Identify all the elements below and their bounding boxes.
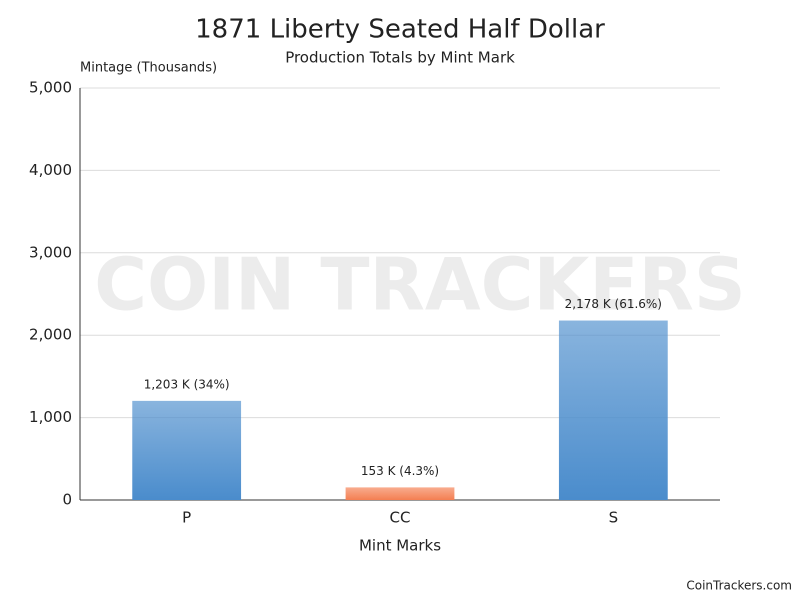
y-tick-label: 2,000	[29, 326, 72, 344]
chart-subtitle: Production Totals by Mint Mark	[285, 49, 515, 67]
y-tick-label: 3,000	[29, 243, 72, 261]
chart-title: 1871 Liberty Seated Half Dollar	[195, 15, 605, 45]
y-axis-label: Mintage (Thousands)	[80, 61, 217, 76]
x-tick-label: S	[609, 509, 619, 527]
credit: CoinTrackers.com	[686, 579, 792, 593]
y-tick-label: 1,000	[29, 408, 72, 426]
x-tick-label: CC	[390, 509, 411, 527]
y-tick-label: 0	[62, 491, 72, 509]
watermark: COIN TRACKERS	[94, 243, 746, 327]
bar	[345, 487, 455, 500]
x-axis-label: Mint Marks	[359, 537, 441, 555]
bar	[132, 400, 242, 500]
y-tick-label: 5,000	[29, 79, 72, 97]
data-label: 153 K (4.3%)	[361, 464, 439, 478]
data-label: 2,178 K (61.6%)	[565, 297, 662, 311]
y-tick-label: 4,000	[29, 161, 72, 179]
bar	[558, 320, 668, 500]
data-label: 1,203 K (34%)	[144, 377, 230, 391]
x-tick-label: P	[182, 509, 191, 527]
